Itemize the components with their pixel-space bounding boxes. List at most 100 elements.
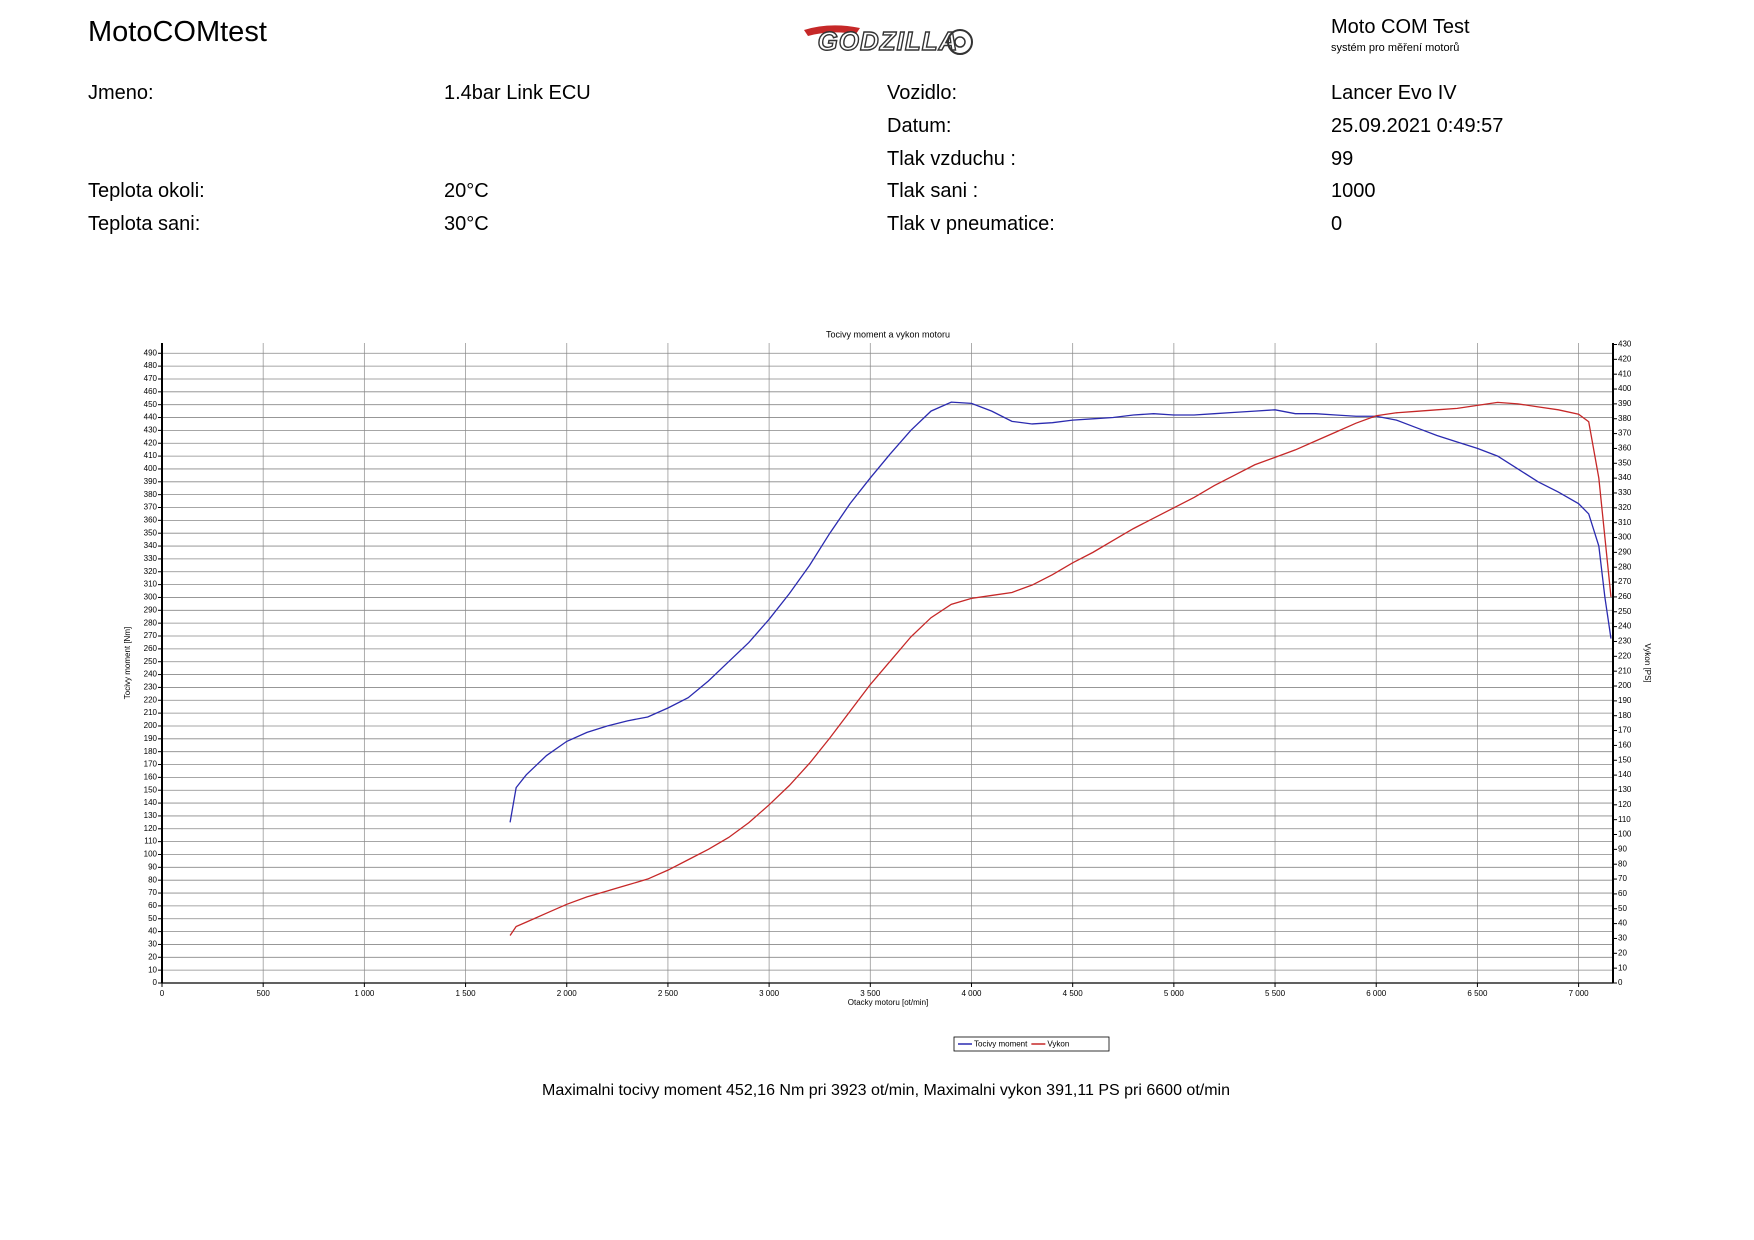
- y-tick-label: 200: [144, 721, 158, 730]
- y-tick-label: 260: [144, 644, 158, 653]
- y2-tick-label: 310: [1618, 518, 1632, 527]
- y-tick-label: 310: [144, 580, 158, 589]
- y-tick-label: 270: [144, 631, 158, 640]
- x-tick-label: 3 500: [860, 989, 881, 998]
- chart-title: Tocivy moment a vykon motoru: [826, 329, 950, 339]
- y-tick-label: 340: [144, 541, 158, 550]
- info-value: Lancer Evo IV: [1331, 82, 1457, 104]
- y2-tick-label: 90: [1618, 844, 1627, 853]
- y-axis-label: Tocivy moment [Nm]: [123, 627, 132, 699]
- y-tick-label: 170: [144, 760, 158, 769]
- logo-text: GODZILLA: [818, 26, 959, 56]
- brand-subtitle: systém pro měření motorů: [1331, 42, 1460, 54]
- y2-tick-label: 300: [1618, 533, 1632, 542]
- y2-tick-label: 390: [1618, 399, 1632, 408]
- y2-tick-label: 220: [1618, 651, 1632, 660]
- y2-tick-label: 60: [1618, 889, 1627, 898]
- info-label: Datum:: [887, 115, 952, 137]
- y-tick-label: 240: [144, 670, 158, 679]
- y2-tick-label: 400: [1618, 384, 1632, 393]
- y-tick-label: 150: [144, 785, 158, 794]
- y2-tick-label: 50: [1618, 904, 1627, 913]
- y2-tick-label: 80: [1618, 859, 1627, 868]
- y-tick-label: 80: [148, 875, 157, 884]
- logo-wheel: [947, 29, 973, 55]
- y-tick-label: 20: [148, 952, 157, 961]
- y-tick-label: 250: [144, 657, 158, 666]
- info-label: Tlak vzduchu :: [887, 148, 1016, 170]
- y2-tick-label: 280: [1618, 562, 1632, 571]
- series-line: [509, 401, 1612, 823]
- y2-tick-label: 190: [1618, 696, 1632, 705]
- y-tick-label: 160: [144, 772, 158, 781]
- x-tick-label: 7 000: [1569, 989, 1590, 998]
- y-tick-label: 390: [144, 477, 158, 486]
- y2-tick-label: 150: [1618, 755, 1632, 764]
- info-value: 1000: [1331, 180, 1376, 202]
- y2-tick-label: 210: [1618, 666, 1632, 675]
- y2-tick-label: 170: [1618, 726, 1632, 735]
- y-tick-label: 100: [144, 850, 158, 859]
- y-tick-label: 10: [148, 965, 157, 974]
- info-value: 30°C: [444, 213, 489, 235]
- x-tick-label: 500: [257, 989, 271, 998]
- x-tick-label: 5 500: [1265, 989, 1286, 998]
- y2-tick-label: 140: [1618, 770, 1632, 779]
- info-label: Tlak v pneumatice:: [887, 213, 1055, 235]
- y-tick-label: 50: [148, 914, 157, 923]
- y-tick-label: 460: [144, 387, 158, 396]
- y-tick-label: 320: [144, 567, 158, 576]
- x-tick-label: 1 000: [354, 989, 375, 998]
- x-tick-label: 3 000: [759, 989, 780, 998]
- y2-tick-label: 200: [1618, 681, 1632, 690]
- x-tick-label: 4 000: [961, 989, 982, 998]
- info-label: Vozidlo:: [887, 82, 958, 104]
- y-tick-label: 470: [144, 374, 158, 383]
- y-tick-label: 330: [144, 554, 158, 563]
- y2-axis-label: Vykon [PS]: [1643, 643, 1652, 682]
- y-tick-label: 350: [144, 528, 158, 537]
- y-tick-label: 110: [144, 837, 157, 846]
- y-tick-label: 90: [148, 862, 157, 871]
- y2-tick-label: 320: [1618, 503, 1632, 512]
- logo-hub: [954, 36, 966, 48]
- y2-tick-label: 290: [1618, 547, 1632, 556]
- y-tick-label: 420: [144, 438, 158, 447]
- info-value: 20°C: [444, 180, 489, 202]
- y2-tick-label: 330: [1618, 488, 1632, 497]
- info-label: Teplota okoli:: [88, 180, 205, 202]
- report-title: MotoCOMtest: [88, 16, 267, 48]
- y-tick-label: 410: [144, 451, 158, 460]
- y2-tick-label: 240: [1618, 622, 1632, 631]
- x-tick-label: 4 500: [1063, 989, 1084, 998]
- y2-tick-label: 40: [1618, 919, 1627, 928]
- y2-tick-label: 260: [1618, 592, 1632, 601]
- logo: GODZILLA: [804, 25, 973, 57]
- y-tick-label: 450: [144, 400, 158, 409]
- y-tick-label: 400: [144, 464, 158, 473]
- y2-tick-label: 100: [1618, 830, 1632, 839]
- y2-tick-label: 130: [1618, 785, 1632, 794]
- summary: Maximalni tocivy moment 452,16 Nm pri 39…: [541, 1082, 1230, 1099]
- y2-tick-label: 230: [1618, 637, 1632, 646]
- x-tick-label: 6 500: [1467, 989, 1488, 998]
- y2-tick-label: 360: [1618, 444, 1632, 453]
- y2-tick-label: 70: [1618, 874, 1627, 883]
- y2-tick-label: 420: [1618, 354, 1632, 363]
- x-axis-label: Otacky motoru [ot/min]: [848, 998, 928, 1007]
- x-tick-label: 6 000: [1366, 989, 1387, 998]
- y-tick-label: 140: [144, 798, 158, 807]
- info-label: Jmeno:: [88, 82, 154, 104]
- y-tick-label: 360: [144, 515, 158, 524]
- y-tick-label: 210: [144, 708, 158, 717]
- y2-tick-label: 10: [1618, 963, 1627, 972]
- y-tick-label: 180: [144, 747, 158, 756]
- y-tick-label: 40: [148, 927, 157, 936]
- y-tick-label: 280: [144, 618, 158, 627]
- y-tick-label: 130: [144, 811, 158, 820]
- info-value: 99: [1331, 148, 1354, 170]
- y2-tick-label: 110: [1618, 815, 1631, 824]
- y-tick-label: 230: [144, 683, 158, 692]
- series-line: [509, 401, 1612, 936]
